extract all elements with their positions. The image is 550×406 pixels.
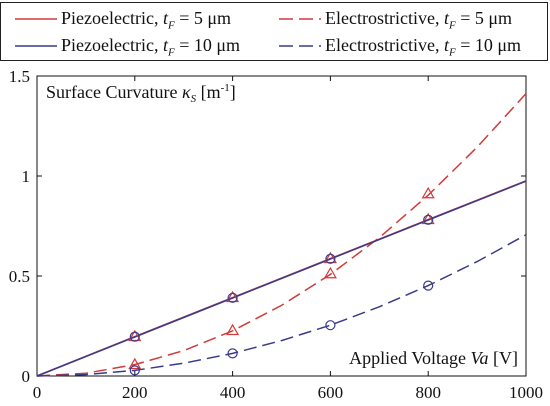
legend: Piezoelectric, tF = 5 μm Electrostrictiv…: [0, 2, 548, 61]
x-tick-label: 1000: [509, 383, 543, 402]
triangle-marker: [323, 251, 337, 264]
x-tick-label: 800: [415, 383, 441, 402]
x-axis-title: Applied Voltage Va [V]: [349, 348, 518, 368]
ticks: 0 200 400 600 800 1000 0 0.5 1 1.5: [9, 67, 543, 402]
legend-swatch-electro-5: [279, 18, 321, 20]
circle-marker: [423, 280, 434, 291]
legend-swatch-electro-10: [279, 45, 321, 47]
marker-layer: [128, 186, 435, 376]
x-tick-label: 400: [220, 383, 246, 402]
legend-label-piezo-5: Piezoelectric, tF = 5 μm: [61, 8, 232, 32]
y-tick-label: 1.5: [9, 67, 30, 86]
triangle-marker: [323, 266, 337, 279]
series-line-2: [36, 180, 527, 377]
y-axis-title: Surface Curvature κS [m-1]: [46, 82, 236, 105]
circle-marker: [129, 365, 140, 376]
plot-frame: [36, 75, 527, 377]
y-tick-label: 0.5: [9, 267, 30, 286]
triangle-marker: [226, 323, 240, 336]
legend-label-piezo-10: Piezoelectric, tF = 10 μm: [61, 35, 241, 59]
circle-marker: [325, 253, 336, 264]
triangle-marker: [421, 186, 435, 199]
circle-marker: [227, 348, 238, 359]
y-tick-label: 0: [22, 367, 31, 386]
triangle-marker: [226, 290, 240, 303]
circle-marker: [227, 292, 238, 303]
legend-swatch-piezo-5: [15, 18, 57, 20]
x-tick-label: 0: [33, 383, 42, 402]
legend-swatch-piezo-10: [15, 45, 57, 47]
y-tick-label: 1: [22, 167, 31, 186]
series-line-3: [36, 234, 527, 377]
circle-marker: [423, 214, 434, 225]
legend-label-electro-10: Electrostrictive, tF = 10 μm: [325, 35, 522, 59]
circle-marker: [325, 320, 336, 331]
x-tick-label: 200: [122, 383, 148, 402]
circle-marker: [129, 331, 140, 342]
plot-area-border: [36, 75, 527, 377]
x-tick-label: 600: [318, 383, 344, 402]
series-layer: [36, 93, 527, 377]
legend-label-electro-5: Electrostrictive, tF = 5 μm: [325, 8, 513, 32]
triangle-marker: [421, 212, 435, 225]
series-line-1: [36, 93, 527, 377]
triangle-marker: [128, 357, 142, 370]
